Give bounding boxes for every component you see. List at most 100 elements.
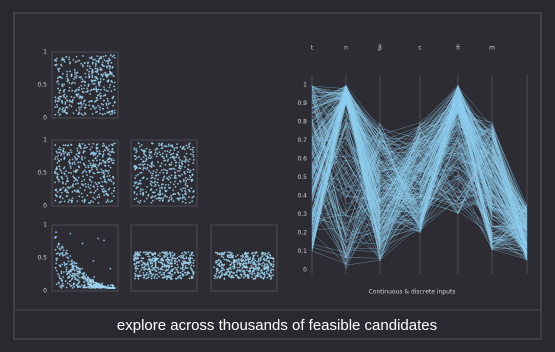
scatter-dot (104, 178, 106, 181)
scatter-dot (100, 168, 103, 171)
scatter-dot (62, 276, 65, 278)
scatter-dot (61, 100, 64, 103)
scatter-dot (107, 90, 109, 93)
scatter-dot (182, 146, 185, 149)
scatter-dot (144, 262, 146, 265)
scatter-dot (86, 69, 89, 71)
scatter-dot (91, 168, 93, 171)
scatter-dot (167, 143, 170, 146)
scatter-dot (240, 269, 243, 271)
scatter-dot (145, 277, 148, 280)
scatter-dot (110, 151, 113, 154)
scatter-dot (176, 270, 179, 273)
scatter-dot (143, 269, 145, 271)
scatter-dot (213, 274, 216, 277)
scatter-dot (83, 178, 86, 181)
scatter-dot (94, 76, 96, 78)
candidate-line (311, 117, 528, 235)
scatter-dot (102, 142, 105, 145)
scatter-dot (101, 155, 104, 158)
scatter-dot (134, 177, 137, 180)
scatter-dot (184, 183, 187, 186)
scatter-dot (185, 179, 188, 182)
scatter-dot (184, 156, 187, 159)
scatter-dot (55, 57, 58, 60)
scatter-dot (163, 265, 166, 268)
scatter-dot (170, 197, 173, 200)
scatter-dot (228, 254, 231, 257)
scatter-dot (189, 254, 191, 257)
scatter-dot (78, 97, 81, 99)
scatter-dot (135, 165, 137, 168)
scatter-dot (138, 145, 141, 148)
scatter-dot (110, 110, 113, 113)
scatter-dot (178, 193, 181, 196)
scatter-dot (61, 279, 64, 282)
scatter-dot (61, 59, 64, 61)
scatter-dot (175, 146, 178, 149)
scatter-dot (243, 273, 245, 275)
scatter-dot (267, 265, 270, 268)
scatter-dot (151, 163, 153, 166)
scatter-dot (81, 64, 84, 66)
scatter-dot (104, 112, 106, 115)
scatter-dot (75, 274, 77, 277)
scatter-dot (109, 178, 112, 181)
scatter-dot (61, 178, 64, 180)
scatter-dot (153, 277, 156, 279)
scatter-dot (169, 149, 172, 152)
scatter-dot (86, 64, 89, 67)
scatter-dot (148, 153, 151, 156)
scatter-dot (259, 274, 262, 277)
scatter-dot (164, 275, 166, 278)
scatter-dot (96, 196, 99, 199)
candidate-line (311, 92, 528, 254)
parallel-tick-label: 0.6 (297, 156, 307, 163)
scatter-dot (83, 169, 86, 172)
scatter-dot (157, 254, 160, 257)
scatter-dot (61, 85, 64, 88)
scatter-dot (74, 265, 77, 268)
scatter-dot (254, 265, 257, 268)
scatter-dot (137, 264, 140, 267)
scatter-dot (186, 184, 189, 187)
scatter-dot (105, 147, 108, 150)
scatter-dot (112, 159, 115, 162)
scatter-dot (247, 262, 250, 264)
scatter-dot (93, 58, 96, 61)
scatter-dot (74, 89, 77, 92)
scatter-dot (159, 153, 162, 156)
scatter-dot (64, 151, 67, 154)
scatter-dot (147, 276, 149, 279)
panel-border (51, 224, 119, 292)
scatter-dot (263, 264, 266, 267)
scatter-dot (71, 268, 74, 271)
scatter-dot (78, 111, 81, 114)
scatter-dot (171, 251, 174, 254)
scatter-dot (179, 188, 182, 191)
scatter-dot (70, 143, 72, 146)
parallel-axis-name: t (311, 45, 314, 52)
scatter-dot (246, 274, 249, 277)
scatter-dot (100, 102, 103, 105)
scatter-dot (63, 166, 66, 169)
scatter-dot (62, 271, 65, 274)
scatter-dot (263, 276, 266, 279)
scatter-dot (88, 104, 91, 107)
scatter-dot (161, 155, 164, 158)
scatter-dot (103, 285, 106, 288)
scatter-dot (166, 150, 169, 153)
scatter-dot (133, 148, 136, 151)
scatter-dot (79, 186, 82, 189)
scatter-dot (87, 183, 90, 186)
scatter-dot (157, 184, 160, 187)
scatter-dot (71, 199, 74, 202)
scatter-dot (58, 165, 61, 168)
scatter-dot (136, 193, 138, 196)
scatter-dot (64, 109, 67, 112)
scatter-dot (265, 267, 268, 269)
scatter-dot (134, 277, 136, 280)
scatter-dot (241, 266, 244, 269)
scatter-dot (107, 200, 109, 203)
scatter-dot (95, 286, 97, 289)
